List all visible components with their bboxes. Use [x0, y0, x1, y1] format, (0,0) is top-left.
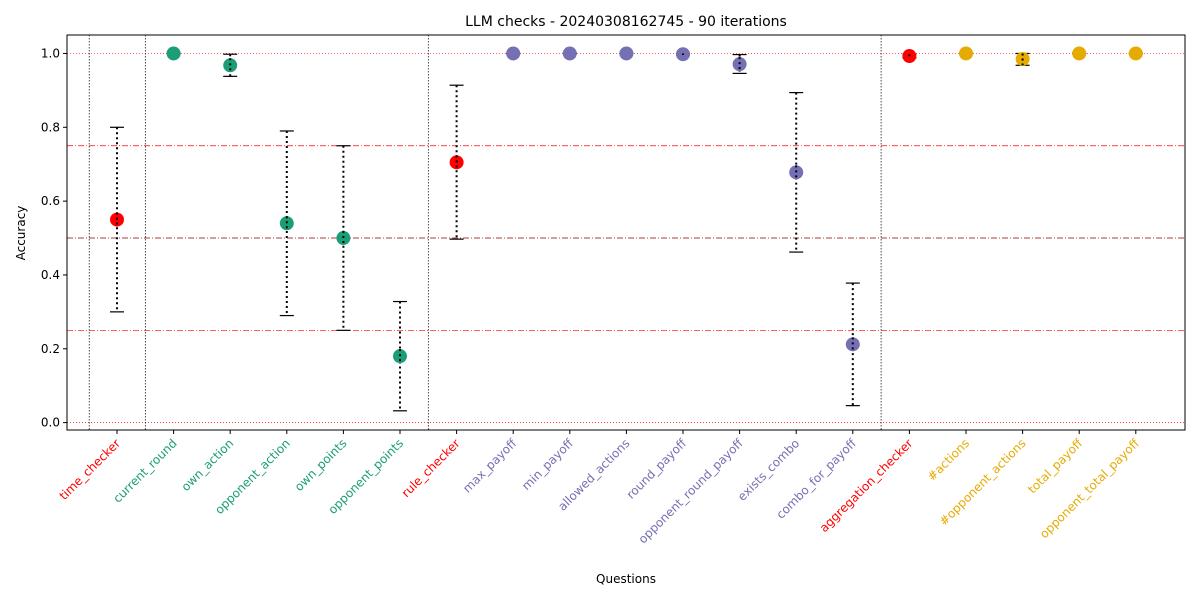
- data-point-min_payoff: [562, 46, 577, 61]
- x-tick-label-min_payoff: min_payoff: [519, 436, 576, 493]
- data-point-current_round: [166, 46, 181, 61]
- y-axis: 0.0 0.2 0.4 0.6 0.8 1.0: [41, 46, 67, 430]
- y-tick-label-1: 0.2: [41, 342, 60, 356]
- x-tick-label-#actions: #actions: [925, 436, 973, 484]
- chart-title: LLM checks - 20240308162745 - 90 iterati…: [465, 14, 787, 30]
- data-points: [110, 46, 1143, 364]
- y-tick-label-5: 1.0: [41, 46, 60, 60]
- y-tick-label-3: 0.6: [41, 194, 60, 208]
- x-axis: time_checkercurrent_roundown_actionoppon…: [57, 430, 1142, 547]
- x-tick-label-own_points: own_points: [292, 436, 350, 494]
- x-tick-label-max_payoff: max_payoff: [460, 436, 520, 496]
- x-tick-label-own_action: own_action: [179, 436, 237, 494]
- x-tick-label-aggregation_checker: aggregation_checker: [817, 436, 916, 535]
- reference-lines: [67, 53, 1185, 423]
- x-tick-label-rule_checker: rule_checker: [399, 436, 463, 500]
- y-tick-label-2: 0.4: [41, 268, 60, 282]
- x-axis-title: Questions: [596, 572, 656, 586]
- x-tick-label-opponent_total_payoff: opponent_total_payoff: [1037, 436, 1142, 541]
- data-point-opponent_total_payoff: [1128, 46, 1143, 61]
- data-point-allowed_actions: [619, 46, 634, 61]
- y-tick-label-0: 0.0: [41, 416, 60, 430]
- x-tick-label-total_payoff: total_payoff: [1025, 436, 1086, 497]
- data-point-total_payoff: [1072, 46, 1087, 61]
- error-bars: [110, 52, 1143, 412]
- x-tick-label-opponent_round_payoff: opponent_round_payoff: [636, 436, 747, 547]
- axes-frame: [66, 34, 1186, 431]
- data-point-#actions: [959, 46, 973, 61]
- y-axis-title: Accuracy: [14, 206, 28, 261]
- data-point-max_payoff: [506, 46, 521, 61]
- group-separators: [88, 35, 882, 430]
- y-tick-label-4: 0.8: [41, 120, 60, 134]
